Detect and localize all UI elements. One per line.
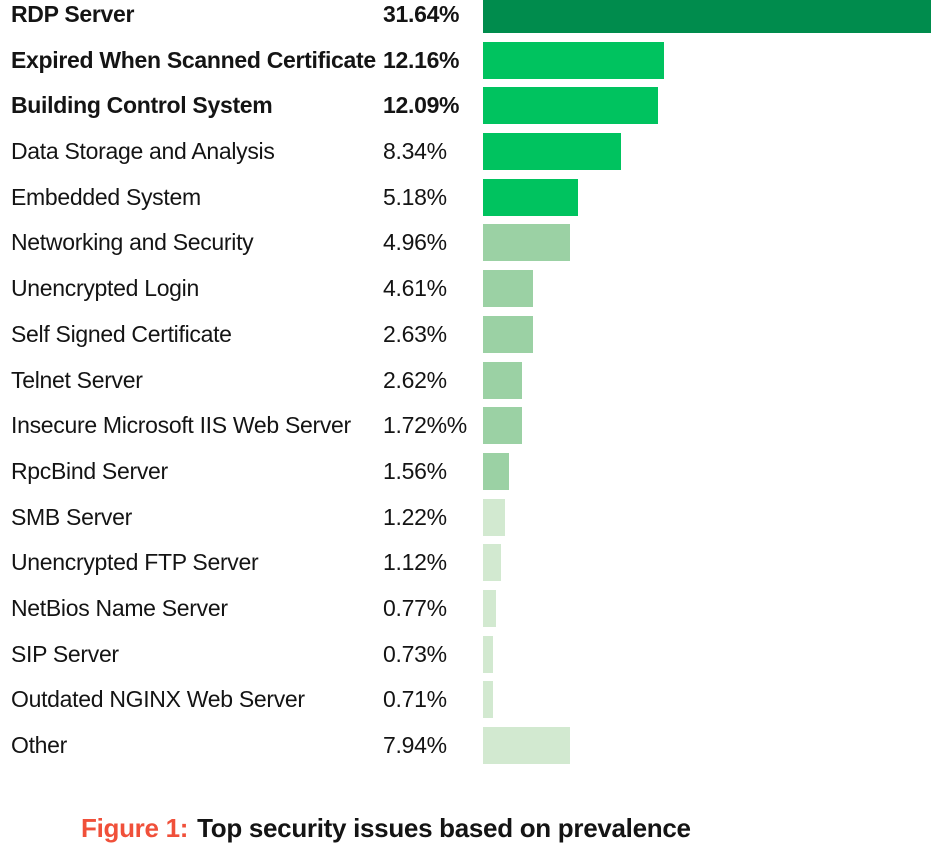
bar-track (483, 361, 938, 399)
row-category-label: Building Control System (11, 92, 273, 119)
bar-track (483, 87, 938, 125)
bar (483, 589, 496, 627)
bar (483, 635, 493, 673)
row-category-label: RpcBind Server (11, 457, 168, 484)
bar-track (483, 41, 938, 79)
row-category-label: NetBios Name Server (11, 594, 228, 621)
bar-track (483, 315, 938, 353)
bar (483, 681, 493, 719)
chart-row: SIP Server 0.73% (0, 635, 938, 682)
chart-row: NetBios Name Server 0.77% (0, 589, 938, 636)
row-value-label: 1.56% (383, 457, 447, 484)
bar (483, 224, 570, 262)
row-value-label: 5.18% (383, 183, 447, 210)
row-category-label: Outdated NGINX Web Server (11, 686, 305, 713)
chart-row: Unencrypted FTP Server 1.12% (0, 544, 938, 590)
chart-row: Networking and Security 4.96% (0, 224, 938, 270)
row-category-label: Data Storage and Analysis (11, 138, 275, 165)
figure-caption: Figure 1: Top security issues based on pr… (81, 813, 691, 844)
row-category-label: Embedded System (11, 183, 201, 210)
row-value-label: 4.61% (383, 275, 447, 302)
chart-row: Unencrypted Login 4.61% (0, 270, 938, 316)
row-value-label: 2.63% (383, 320, 447, 347)
bar (483, 178, 578, 216)
row-category-label: Telnet Server (11, 366, 143, 393)
row-value-label: 0.71% (383, 686, 447, 713)
bar (483, 270, 533, 308)
bar (483, 407, 522, 445)
row-value-label: 31.64% (383, 1, 460, 27)
chart-row: SMB Server 1.22% (0, 498, 938, 545)
chart-row: Other 7.94% (0, 727, 938, 773)
prevalence-bar-chart: RDP Server 31.64% Expired When Scanned C… (0, 0, 938, 773)
row-category-label: SIP Server (11, 640, 119, 667)
row-category-label: Insecure Microsoft IIS Web Server (11, 412, 351, 439)
bar (483, 361, 522, 399)
row-category-label: Unencrypted FTP Server (11, 549, 259, 576)
row-value-label: 2.62% (383, 366, 447, 393)
row-value-label: 4.96% (383, 229, 447, 256)
chart-row: Outdated NGINX Web Server 0.71% (0, 681, 938, 727)
bar (483, 133, 621, 171)
chart-row: Self Signed Certificate 2.63% (0, 315, 938, 362)
row-category-label: Expired When Scanned Certificate (11, 46, 376, 73)
bar (483, 544, 501, 582)
chart-row: Building Control System 12.09% (0, 87, 938, 133)
chart-row: Embedded System 5.18% (0, 178, 938, 225)
bar-track (483, 133, 938, 171)
row-value-label: 8.34% (383, 138, 447, 165)
bar-track (483, 270, 938, 308)
bar-track (483, 452, 938, 490)
row-category-label: Unencrypted Login (11, 275, 199, 302)
row-value-label: 1.12% (383, 549, 447, 576)
row-category-label: Self Signed Certificate (11, 320, 232, 347)
bar (483, 452, 509, 490)
figure-caption-text: Top security issues based on prevalence (197, 813, 691, 843)
row-category-label: RDP Server (11, 1, 135, 27)
bar (483, 41, 664, 79)
figure-caption-label: Figure 1: (81, 813, 189, 843)
row-value-label: 12.09% (383, 92, 460, 119)
chart-row: RDP Server 31.64% (0, 0, 938, 42)
chart-row: RpcBind Server 1.56% (0, 452, 938, 499)
bar-track (483, 681, 938, 719)
bar-track (483, 635, 938, 673)
row-category-label: Other (11, 732, 68, 758)
bar (483, 87, 658, 125)
chart-row: Data Storage and Analysis 8.34% (0, 133, 938, 179)
bar-track (483, 178, 938, 216)
chart-row: Expired When Scanned Certificate 12.16% (0, 41, 938, 88)
bar (483, 498, 505, 536)
chart-row: Telnet Server 2.62% (0, 361, 938, 408)
bar (483, 727, 570, 764)
bar-track (483, 407, 938, 445)
chart-row: Insecure Microsoft IIS Web Server 1.72%% (0, 407, 938, 453)
bar-track (483, 224, 938, 262)
row-category-label: Networking and Security (11, 229, 254, 256)
bar-track (483, 544, 938, 582)
bar-track (483, 727, 938, 764)
row-category-label: SMB Server (11, 503, 132, 530)
bar (483, 0, 931, 33)
bar-track (483, 0, 938, 33)
row-value-label: 12.16% (383, 46, 460, 73)
bar (483, 315, 533, 353)
row-value-label: 0.77% (383, 594, 447, 621)
row-value-label: 0.73% (383, 640, 447, 667)
row-value-label: 1.22% (383, 503, 447, 530)
row-value-label: 1.72%% (383, 412, 467, 439)
bar-track (483, 498, 938, 536)
bar-track (483, 589, 938, 627)
row-value-label: 7.94% (383, 732, 447, 758)
